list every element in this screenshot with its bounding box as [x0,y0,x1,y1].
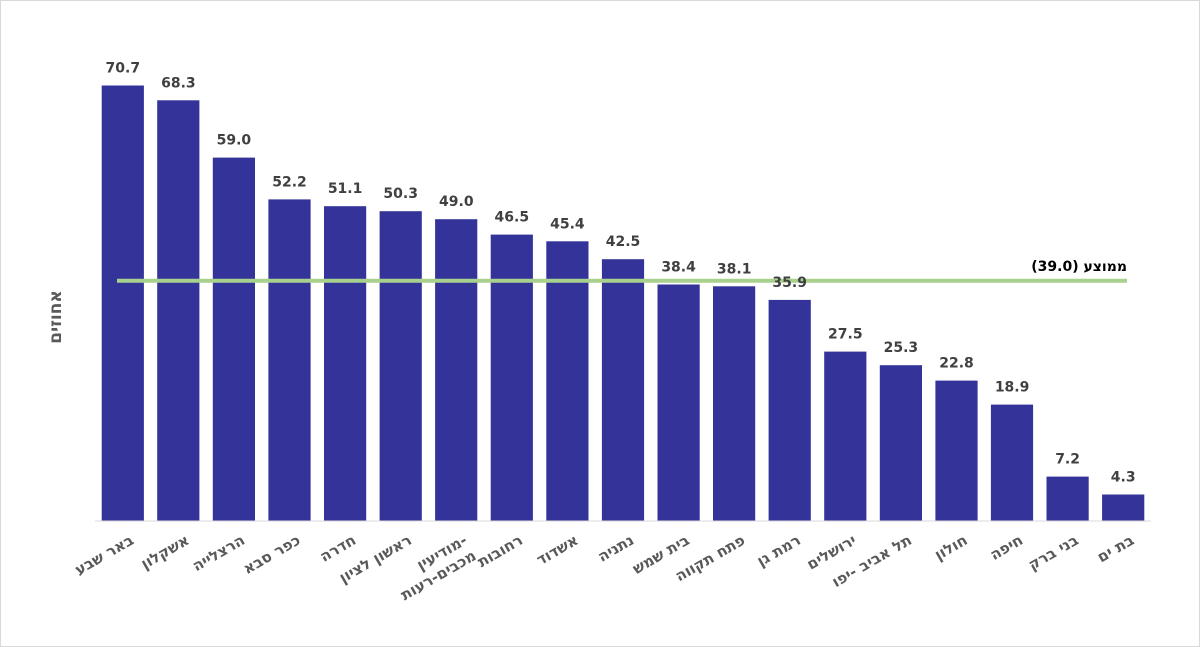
average-label: ממוצע (39.0) [1031,259,1127,275]
bar [990,404,1034,521]
bars-group [101,85,1145,522]
bar [824,351,867,521]
value-labels-group: 70.7 68.3 59.0 52.2 51.1 50.3 49.0 46.5 45.4 42.5… [106,61,1136,486]
data-label: 51.1 [328,181,363,197]
category-label: חיפה [987,531,1026,564]
category-label: רמת גן [754,531,804,570]
y-axis-label: אחוזים [46,290,66,344]
category-label: באר שבע [72,531,137,579]
category-label: הרצלייה [189,531,248,575]
category-label: חולון [931,531,970,564]
category-label: רחובות [474,531,525,571]
data-label: 46.5 [495,210,530,226]
bar [324,206,367,521]
data-label: 59.0 [217,133,252,149]
data-label: 4.3 [1111,470,1136,486]
data-label: 42.5 [606,234,641,250]
bar [768,299,811,521]
bar [490,234,533,521]
category-label: בני ברק [1025,531,1081,574]
bar [879,365,922,521]
data-label: 25.3 [884,340,919,356]
data-label: 68.3 [161,75,196,91]
data-label: 38.4 [661,260,696,276]
data-label: 27.5 [828,327,863,343]
bar [268,199,311,521]
bar [379,211,422,521]
data-label: 45.4 [550,216,585,232]
category-label: אשדוד [533,531,581,569]
data-label: 49.0 [439,194,474,210]
bar [212,157,255,521]
bar [601,259,645,521]
data-label: 50.3 [383,186,418,202]
category-label: בת ים [1094,531,1137,566]
bar [435,219,478,521]
bar [1102,494,1145,521]
data-label: 52.2 [272,174,307,190]
bar [157,100,200,522]
category-label: אשקלון [138,531,193,573]
bar [1046,476,1089,521]
data-label: 35.9 [772,275,807,291]
data-label: 70.7 [106,61,141,77]
data-label: 22.8 [939,356,974,372]
bar [935,380,978,521]
bar [101,85,144,521]
bar [657,284,700,521]
bar [546,241,589,522]
data-label: 38.1 [717,261,752,277]
data-label: 18.9 [995,380,1030,396]
data-label: 7.2 [1055,452,1080,468]
bar [713,286,756,521]
category-label: כפר סבא [240,531,303,578]
